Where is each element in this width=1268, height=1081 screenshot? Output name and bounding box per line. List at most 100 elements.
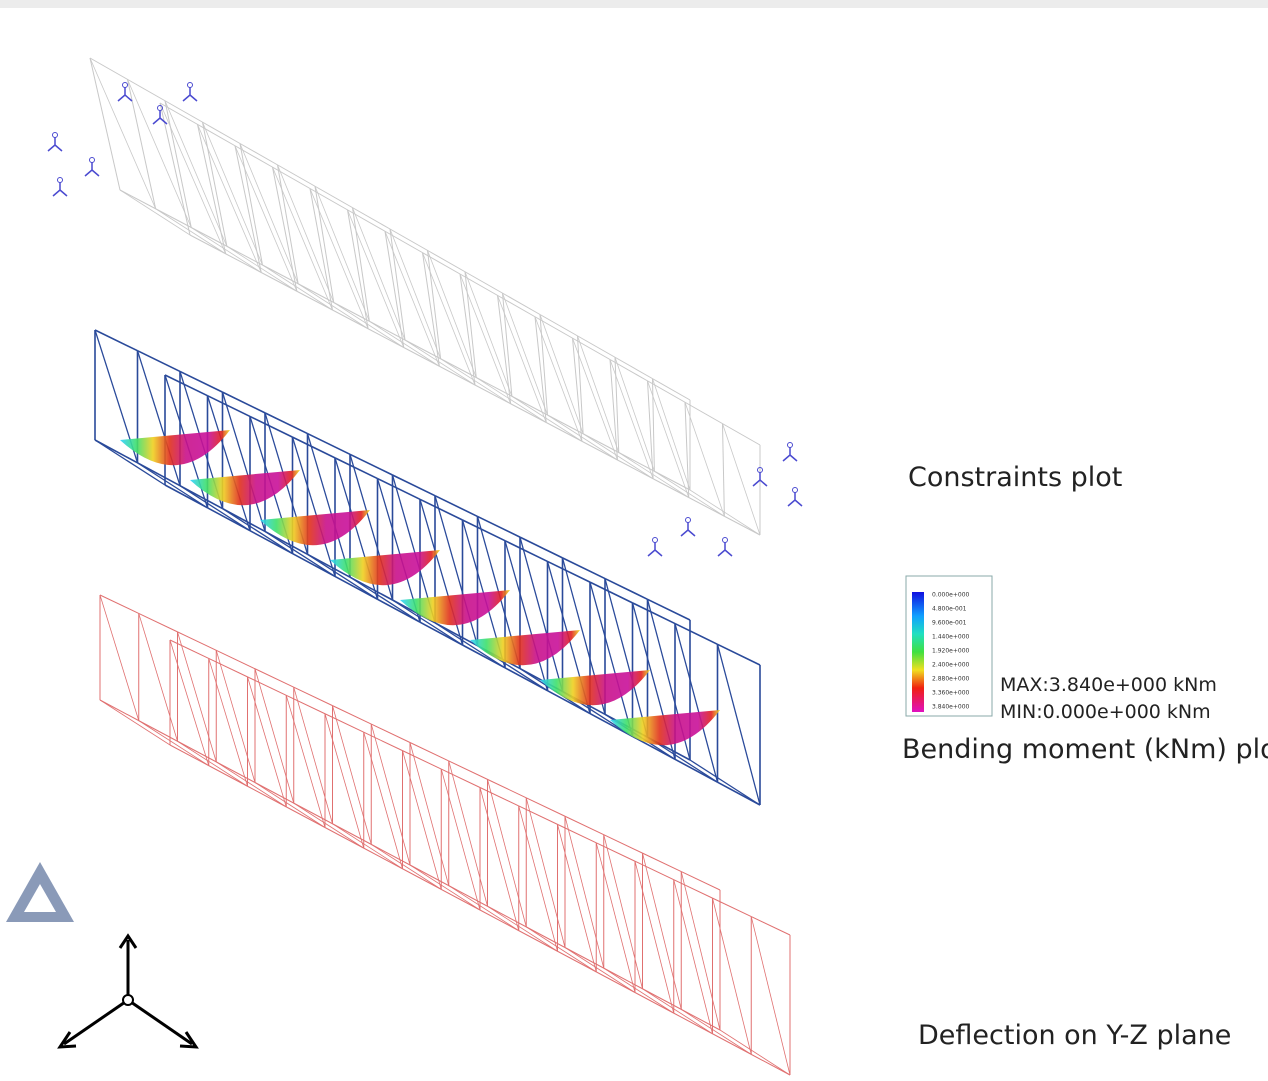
- member: [435, 496, 478, 517]
- member: [449, 761, 488, 906]
- member: [248, 677, 287, 807]
- member: [410, 743, 449, 886]
- member: [139, 613, 178, 631]
- member: [674, 880, 713, 1034]
- member: [751, 1054, 790, 1075]
- member: [478, 516, 521, 537]
- member: [286, 695, 325, 713]
- member: [558, 824, 597, 972]
- member: [423, 253, 461, 274]
- member: [526, 798, 565, 816]
- member: [353, 208, 391, 229]
- axis-triad: [60, 936, 196, 1047]
- member: [325, 714, 364, 732]
- member: [751, 917, 790, 1075]
- legend-tick: 2.880e+000: [932, 676, 970, 683]
- member: [385, 231, 423, 252]
- member: [393, 475, 436, 496]
- member: [674, 880, 713, 898]
- member: [203, 122, 241, 143]
- member: [718, 644, 761, 805]
- min-label: MIN:0.000e+000 kNm: [1000, 701, 1211, 723]
- member: [350, 454, 393, 475]
- member: [334, 303, 404, 348]
- member: [596, 843, 635, 993]
- member: [403, 751, 442, 769]
- member: [120, 190, 190, 235]
- constraint: [648, 542, 662, 556]
- member: [310, 189, 348, 210]
- member: [654, 471, 724, 516]
- member: [278, 165, 299, 284]
- member: [265, 413, 308, 434]
- member: [209, 658, 248, 786]
- member: [353, 208, 370, 322]
- constraint: [788, 492, 802, 506]
- member: [410, 743, 449, 761]
- member: [540, 315, 578, 336]
- member: [428, 250, 466, 271]
- constraint: [53, 182, 67, 196]
- moment-diagram: [470, 630, 580, 665]
- logo: [6, 862, 74, 922]
- member: [198, 124, 262, 272]
- member: [488, 779, 527, 797]
- member: [120, 190, 156, 209]
- legend-tick: 2.400e+000: [932, 662, 970, 669]
- member: [170, 640, 209, 766]
- member: [635, 861, 674, 1013]
- legend-tick: 0.000e+000: [932, 592, 970, 599]
- member: [203, 122, 263, 265]
- member: [348, 210, 386, 231]
- constraints-truss: [48, 58, 802, 556]
- member: [751, 917, 790, 935]
- member: [100, 700, 170, 745]
- member: [520, 537, 563, 558]
- bending-label: Bending moment (kNm) plot: [902, 734, 1268, 765]
- member: [348, 210, 404, 348]
- member: [139, 721, 178, 742]
- member: [191, 228, 261, 273]
- member: [565, 816, 604, 834]
- member: [90, 58, 120, 190]
- member: [240, 144, 263, 266]
- constraint-node: [653, 538, 658, 543]
- member: [325, 714, 364, 848]
- legend-tick: 4.800e-001: [932, 606, 967, 613]
- member: [385, 231, 439, 366]
- member: [615, 357, 653, 378]
- deflection-label: Deflection on Y-Z plane: [918, 1020, 1231, 1051]
- constraint-node: [123, 83, 128, 88]
- member: [465, 272, 503, 293]
- member: [519, 806, 558, 824]
- member: [713, 898, 752, 1054]
- member: [180, 371, 223, 392]
- member: [643, 853, 682, 871]
- member: [610, 360, 618, 461]
- member: [286, 695, 325, 827]
- max-label: MAX:3.840e+000 kNm: [1000, 674, 1217, 696]
- member: [596, 843, 635, 861]
- constraint: [783, 447, 797, 461]
- member: [315, 186, 353, 207]
- member: [371, 724, 410, 742]
- member: [235, 146, 297, 292]
- member: [723, 424, 761, 445]
- member: [235, 146, 273, 167]
- member: [178, 632, 217, 762]
- member: [449, 761, 488, 779]
- member: [178, 632, 217, 650]
- member: [605, 579, 648, 600]
- constraint-node: [723, 538, 728, 543]
- member: [240, 144, 278, 165]
- constraint-node: [53, 133, 58, 138]
- member: [160, 103, 198, 124]
- member: [248, 677, 287, 695]
- member: [526, 798, 565, 948]
- constraint-node: [793, 488, 798, 493]
- constraint: [183, 87, 197, 101]
- member: [95, 330, 138, 351]
- member: [488, 779, 527, 927]
- member: [653, 379, 691, 400]
- member: [364, 732, 403, 750]
